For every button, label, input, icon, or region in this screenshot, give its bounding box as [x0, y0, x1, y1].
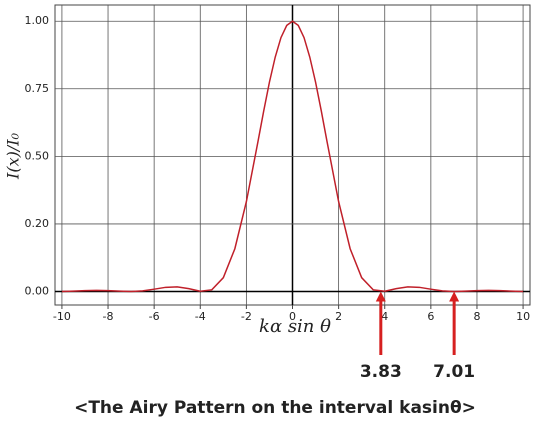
y-tick-label: 0.20 — [25, 217, 50, 230]
x-tick-label: 10 — [516, 310, 530, 323]
y-tick-label: 0.75 — [25, 82, 50, 95]
data-line — [61, 20, 524, 293]
x-tick-label: 0 — [289, 310, 296, 323]
x-tick-label: 4 — [381, 310, 388, 323]
annotation-label: 7.01 — [433, 362, 475, 382]
caption: <The Airy Pattern on the interval kasinθ… — [74, 398, 476, 418]
annotation-arrowhead — [449, 291, 460, 302]
x-tick-label: 8 — [473, 310, 480, 323]
x-tick-label: -2 — [241, 310, 252, 323]
x-tick-label: -8 — [103, 310, 114, 323]
annotation-label: 3.83 — [360, 362, 402, 382]
x-tick-label: 6 — [427, 310, 434, 323]
annotation-arrowhead — [375, 291, 386, 302]
y-tick-label: 0.50 — [25, 149, 50, 162]
x-axis-label: kα sin θ — [259, 316, 331, 337]
x-tick-label: -4 — [195, 310, 206, 323]
y-axis-label: I(x)/I₀ — [4, 132, 23, 180]
x-tick-label: 2 — [335, 310, 342, 323]
x-tick-label: -10 — [53, 310, 71, 323]
x-tick-label: -6 — [149, 310, 160, 323]
y-tick-label: 0.00 — [25, 284, 50, 297]
y-tick-label: 1.00 — [25, 14, 50, 27]
